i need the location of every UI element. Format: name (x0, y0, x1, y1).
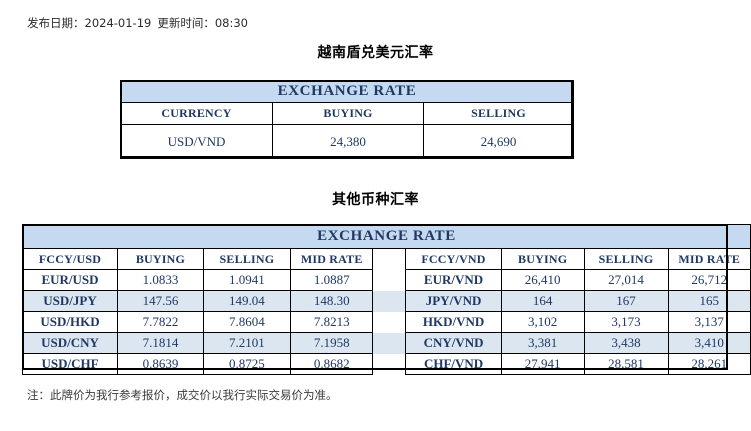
section-title-other-currencies: 其他币种汇率 (332, 192, 419, 208)
cell-left-pair: USD/HKD (22, 311, 118, 333)
cell-right-buying: 26,410 (500, 269, 585, 291)
table-banner-row: EXCHANGE RATE (120, 80, 574, 103)
cell-left-pair: USD/JPY (22, 290, 118, 312)
table-spacer-cell (372, 290, 407, 312)
cell-right-pair: HKD/VND (405, 311, 502, 333)
table-row: EUR/USD 1.0833 1.0941 1.0887 EUR/VND 26,… (22, 269, 751, 291)
table-spacer-cell (372, 332, 407, 354)
cell-right-buying: 3,381 (500, 332, 585, 354)
cell-left-mid: 7.1958 (289, 332, 374, 354)
table-spacer-cell (372, 248, 407, 270)
table-row: USD/JPY 147.56 149.04 148.30 JPY/VND 164… (22, 290, 751, 312)
cell-right-pair: CHF/VND (405, 353, 502, 375)
table-header-row: FCCY/USD BUYING SELLING MID RATE FCCY/VN… (22, 248, 751, 270)
cell-right-selling: 3,173 (583, 311, 669, 333)
cell-right-selling: 27,014 (583, 269, 669, 291)
cell-right-mid: 3,137 (667, 311, 751, 333)
table-spacer-cell (372, 353, 407, 375)
cell-left-buying: 147.56 (117, 290, 204, 312)
cell-left-selling: 7.2101 (202, 332, 291, 354)
col-header-left-buying: BUYING (117, 248, 204, 270)
cell-right-mid: 28,261 (667, 353, 751, 375)
other-currency-rate-table: EXCHANGE RATE FCCY/USD BUYING SELLING MI… (22, 224, 751, 375)
publish-date-value: 2024-01-19 (84, 16, 152, 30)
col-header-fccy-usd: FCCY/USD (22, 248, 118, 270)
cell-selling-rate: 24,690 (423, 124, 574, 159)
cell-left-selling: 7.8604 (202, 311, 291, 333)
col-header-left-mid-rate: MID RATE (289, 248, 374, 270)
col-header-buying: BUYING (272, 102, 424, 125)
cell-left-pair: USD/CHF (22, 353, 118, 375)
cell-left-buying: 7.7822 (117, 311, 204, 333)
col-header-right-mid-rate: MID RATE (667, 248, 751, 270)
cell-right-pair: JPY/VND (405, 290, 502, 312)
table-row: USD/HKD 7.7822 7.8604 7.8213 HKD/VND 3,1… (22, 311, 751, 333)
col-header-right-buying: BUYING (500, 248, 585, 270)
cell-left-pair: USD/CNY (22, 332, 118, 354)
cell-left-mid: 148.30 (289, 290, 374, 312)
cell-left-mid: 7.8213 (289, 311, 374, 333)
cell-left-mid: 0.8682 (289, 353, 374, 375)
table-banner-row: EXCHANGE RATE (22, 224, 751, 249)
cell-right-buying: 3,102 (500, 311, 585, 333)
publish-info-bar: 发布日期：2024-01-19 更新时间：08:30 (27, 15, 248, 31)
cell-right-selling: 3,438 (583, 332, 669, 354)
update-time-value: 08:30 (214, 16, 248, 30)
table-spacer-cell (372, 311, 407, 333)
disclaimer-note: 注：此牌价为我行参考报价，成交价以我行实际交易价为准。 (27, 388, 338, 402)
table-spacer-cell (372, 269, 407, 291)
publish-date-label: 发布日期： (27, 16, 85, 30)
cell-left-buying: 1.0833 (117, 269, 204, 291)
usd-vnd-rate-table: EXCHANGE RATE CURRENCY BUYING SELLING US… (120, 80, 574, 159)
table-row: USD/VND 24,380 24,690 (120, 124, 574, 159)
section-title-vnd: 越南盾兑美元汇率 (317, 45, 434, 61)
cell-buying-rate: 24,380 (272, 124, 424, 159)
cell-right-mid: 165 (667, 290, 751, 312)
col-header-currency: CURRENCY (120, 102, 273, 125)
cell-right-selling: 28,581 (583, 353, 669, 375)
cell-left-buying: 0.8639 (117, 353, 204, 375)
cell-left-selling: 149.04 (202, 290, 291, 312)
cell-right-buying: 27,941 (500, 353, 585, 375)
other-table-banner: EXCHANGE RATE (22, 224, 751, 249)
col-header-left-selling: SELLING (202, 248, 291, 270)
cell-right-mid: 26,712 (667, 269, 751, 291)
cell-currency-pair: USD/VND (120, 124, 273, 159)
cell-left-pair: EUR/USD (22, 269, 118, 291)
table-row: USD/CNY 7.1814 7.2101 7.1958 CNY/VND 3,3… (22, 332, 751, 354)
cell-right-mid: 3,410 (667, 332, 751, 354)
update-time-label: 更新时间： (157, 16, 215, 30)
col-header-selling: SELLING (423, 102, 574, 125)
cell-left-selling: 1.0941 (202, 269, 291, 291)
cell-left-mid: 1.0887 (289, 269, 374, 291)
col-header-fccy-vnd: FCCY/VND (405, 248, 502, 270)
cell-left-selling: 0.8725 (202, 353, 291, 375)
usd-vnd-banner: EXCHANGE RATE (120, 80, 574, 103)
cell-right-pair: EUR/VND (405, 269, 502, 291)
cell-left-buying: 7.1814 (117, 332, 204, 354)
cell-right-selling: 167 (583, 290, 669, 312)
cell-right-buying: 164 (500, 290, 585, 312)
table-row: USD/CHF 0.8639 0.8725 0.8682 CHF/VND 27,… (22, 353, 751, 375)
table-header-row: CURRENCY BUYING SELLING (120, 102, 574, 125)
col-header-right-selling: SELLING (583, 248, 669, 270)
cell-right-pair: CNY/VND (405, 332, 502, 354)
